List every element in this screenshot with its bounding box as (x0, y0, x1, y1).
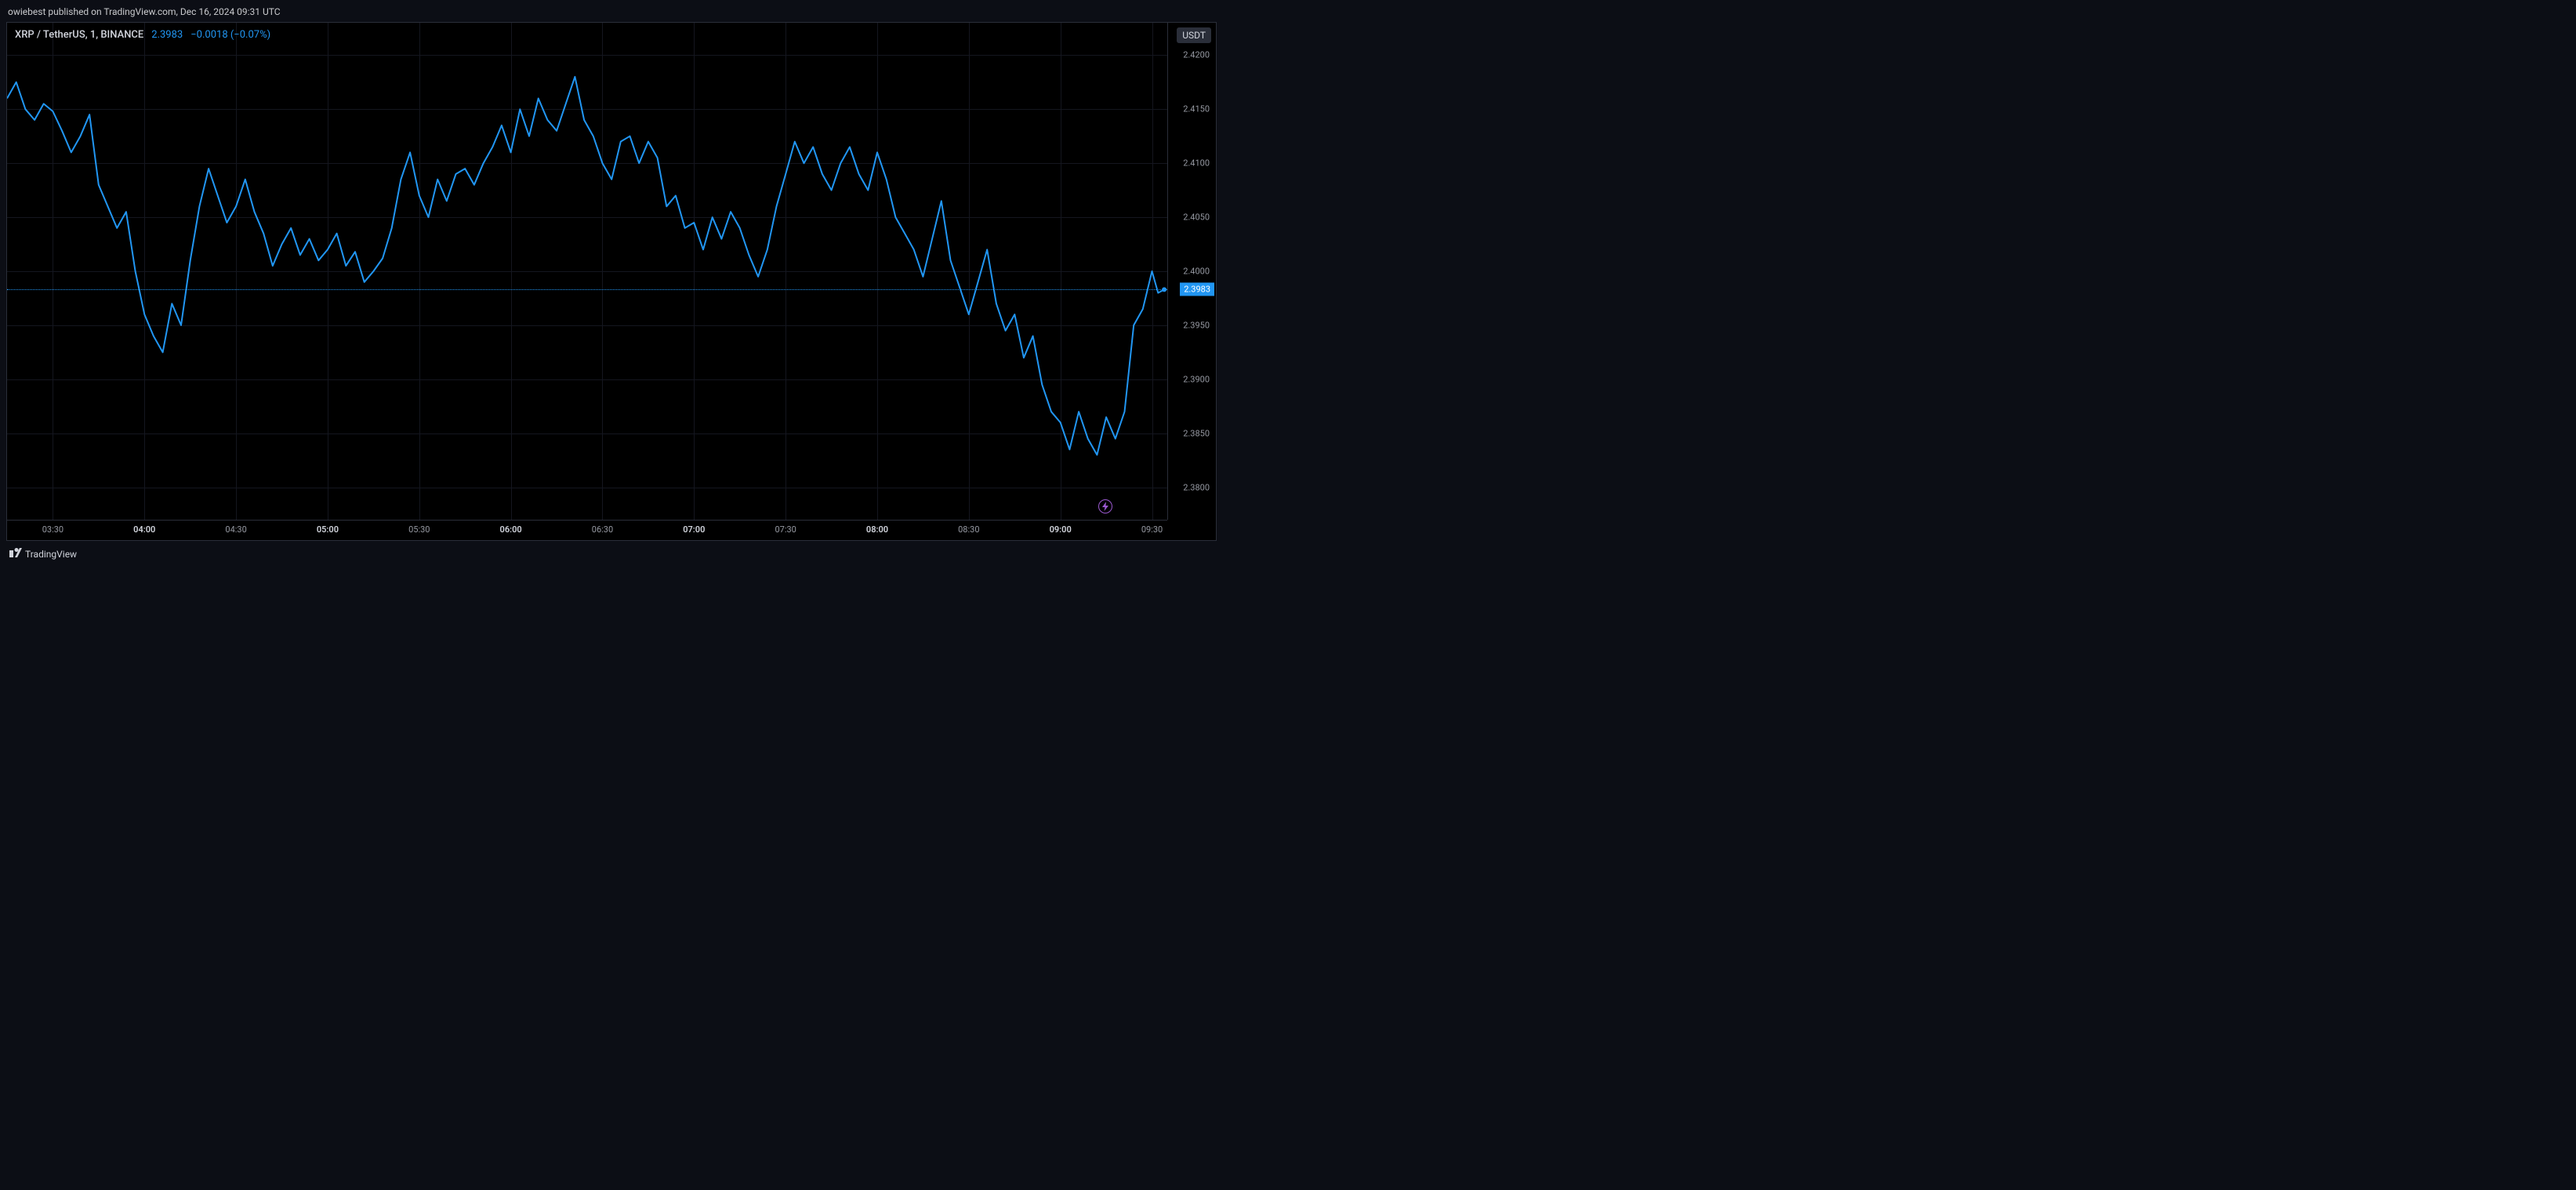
price-line-series (7, 23, 1167, 520)
y-tick-label: 2.3850 (1183, 428, 1210, 438)
x-tick-label: 06:00 (500, 524, 522, 535)
x-tick-label: 09:30 (1141, 524, 1163, 535)
y-axis[interactable]: USDT 2.4200 2.4150 2.4100 2.4050 2.4000 2.395… (1167, 23, 1216, 520)
x-tick-label: 07:00 (683, 524, 705, 535)
y-tick-label: 2.3900 (1183, 374, 1210, 384)
footer: TradingView (9, 548, 77, 560)
footer-brand[interactable]: TradingView (25, 549, 77, 560)
x-axis[interactable]: 03:30 04:00 04:30 05:00 05:30 06:00 06:30 07:00… (7, 520, 1167, 540)
x-tick-label: 08:00 (866, 524, 888, 535)
x-tick-label: 05:30 (408, 524, 430, 535)
last-price: 2.3983 (151, 29, 183, 41)
x-tick-label: 05:00 (317, 524, 339, 535)
tradingview-logo-icon[interactable] (9, 548, 22, 560)
x-tick-label: 04:30 (225, 524, 246, 535)
symbol-label[interactable]: XRP / TetherUS, 1, BINANCE (15, 29, 143, 41)
y-tick-label: 2.4100 (1183, 158, 1210, 169)
x-tick-label: 08:30 (958, 524, 979, 535)
lightning-icon[interactable] (1098, 499, 1112, 513)
chart-container[interactable]: XRP / TetherUS, 1, BINANCE 2.3983 −0.001… (6, 22, 1217, 541)
y-tick-label: 2.4000 (1183, 267, 1210, 277)
x-tick-label: 09:00 (1050, 524, 1072, 535)
price-change: −0.0018 (−0.07%) (190, 29, 270, 41)
publish-caption: owiebest published on TradingView.com, D… (8, 6, 281, 17)
y-tick-label: 2.3950 (1183, 320, 1210, 330)
x-tick-label: 07:30 (775, 524, 796, 535)
y-tick-label: 2.4150 (1183, 104, 1210, 114)
x-tick-label: 03:30 (42, 524, 63, 535)
y-axis-unit[interactable]: USDT (1177, 27, 1211, 43)
y-tick-label: 2.4050 (1183, 212, 1210, 223)
x-tick-label: 06:30 (592, 524, 613, 535)
y-tick-label: 2.3800 (1183, 482, 1210, 492)
y-tick-label: 2.4200 (1183, 50, 1210, 60)
chart-header: XRP / TetherUS, 1, BINANCE 2.3983 −0.001… (15, 29, 270, 41)
current-price-tag: 2.3983 (1180, 283, 1214, 296)
plot-area[interactable] (7, 23, 1167, 520)
x-tick-label: 04:00 (133, 524, 155, 535)
